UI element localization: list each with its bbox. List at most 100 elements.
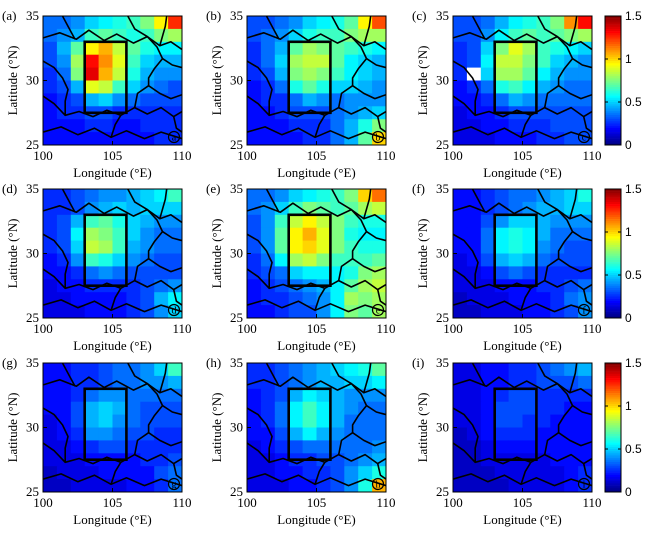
heatmap-cell: [70, 414, 86, 428]
heatmap-cell: [274, 479, 290, 493]
heatmap-cell: [578, 93, 593, 107]
x-tick-label: 105: [103, 321, 123, 336]
heatmap-cell: [288, 479, 303, 493]
heatmap-cell: [358, 93, 373, 107]
heatmap-cell: [494, 305, 509, 319]
colorbar-segment: [605, 461, 621, 465]
region-boundary: [43, 60, 69, 116]
heatmap-cell: [247, 41, 262, 56]
colorbar-segment: [605, 365, 621, 368]
heatmap-cell: [247, 363, 262, 377]
heatmap-cell: [84, 67, 99, 81]
heatmap-cell: [358, 375, 373, 390]
heatmap-cell: [522, 54, 537, 68]
heatmap-cell: [168, 240, 183, 254]
heatmap-cell: [480, 41, 496, 56]
colorbar-segment: [605, 236, 621, 239]
y-tick-label: 25: [26, 310, 39, 325]
heatmap-cell: [154, 201, 169, 216]
heatmap-cell: [344, 93, 359, 107]
heatmap-cell: [274, 227, 290, 241]
region-boundary: [569, 363, 578, 393]
colorbar-segment: [605, 403, 621, 407]
x-axis-label: Longitude (°E): [483, 512, 561, 527]
colorbar-segment: [605, 410, 621, 413]
colorbar-segment: [605, 247, 621, 250]
region-boundary: [537, 189, 592, 242]
heatmap-cell: [288, 28, 303, 43]
heatmap-cell: [480, 16, 496, 30]
heatmap-cell: [453, 305, 468, 319]
colorbar-segment: [605, 89, 621, 92]
region-boundary: [43, 202, 182, 224]
heatmap-cell: [494, 401, 509, 415]
heatmap-cell: [564, 479, 579, 493]
heatmap-cell: [344, 67, 359, 81]
heatmap-cell: [274, 54, 290, 68]
heatmap-cell: [453, 279, 468, 293]
heatmap-cell: [112, 93, 127, 107]
heatmap-cell: [344, 41, 359, 56]
heatmap-cell: [84, 253, 99, 267]
study-region-box: [493, 40, 538, 115]
heatmap-cell: [372, 67, 387, 81]
colorbar-segment: [605, 43, 621, 47]
heatmap-cell: [494, 80, 509, 94]
colorbar-segment: [605, 279, 621, 282]
heatmap-cell: [274, 305, 290, 319]
colorbar-segment: [605, 97, 621, 101]
heatmap-cell: [43, 240, 58, 254]
colorbar-segment: [605, 457, 621, 461]
heatmap-cell: [112, 240, 127, 254]
heatmap-cell: [578, 279, 593, 293]
heatmap-cell: [494, 363, 509, 377]
y-tick-label: 30: [436, 246, 449, 261]
x-tick-label: 110: [376, 495, 395, 510]
heatmap-cell: [274, 67, 290, 81]
heatmap-cell: [98, 240, 113, 254]
corner-mark-circle: [577, 130, 591, 144]
colorbar-segment: [605, 262, 621, 265]
corner-mark-letter: i: [583, 480, 586, 491]
heatmap-cell: [522, 189, 537, 203]
x-tick-label: 105: [307, 321, 327, 336]
colorbar-segment: [605, 466, 621, 469]
x-tick-label: 110: [582, 321, 601, 336]
heatmap-cell: [70, 253, 86, 267]
corner-mark-letter: e: [376, 306, 381, 317]
heatmap-cell: [330, 54, 345, 68]
heatmap-cell: [453, 427, 468, 441]
colorbar-segment: [605, 275, 621, 278]
region-boundary: [265, 363, 280, 387]
colorbar-segment: [605, 300, 621, 304]
heatmap-cell: [168, 414, 183, 428]
heatmap-cell: [288, 253, 303, 267]
heatmap-cell: [494, 375, 509, 390]
heatmap-cell: [494, 253, 509, 267]
heatmap-cell: [550, 119, 565, 133]
heatmap-cell: [316, 93, 331, 107]
heatmap-cell: [274, 41, 290, 56]
heatmap-cell: [126, 440, 141, 454]
colorbar-segment: [605, 393, 621, 396]
heatmap-cell: [288, 189, 303, 203]
heatmap-cell: [316, 266, 331, 280]
y-tick-label: 30: [26, 420, 39, 435]
heatmap-cell: [330, 253, 345, 267]
heatmap-cell: [480, 189, 496, 203]
heatmap-cell: [126, 466, 141, 480]
region-boundary: [471, 363, 486, 387]
y-tick-label: 30: [230, 246, 243, 261]
heatmap-cell: [550, 214, 565, 229]
y-tick-label: 35: [436, 355, 449, 370]
colorbar-segment: [605, 227, 621, 231]
heatmap-cell: [154, 28, 169, 43]
heatmap-cell: [288, 427, 303, 441]
heatmap-cell: [247, 54, 262, 68]
heatmap-cell: [302, 54, 317, 68]
heatmap-cell: [154, 414, 169, 428]
colorbar-segment: [605, 302, 621, 306]
heatmap-cell: [84, 41, 99, 56]
x-tick-label: 100: [443, 495, 463, 510]
colorbar-segment: [605, 119, 621, 122]
